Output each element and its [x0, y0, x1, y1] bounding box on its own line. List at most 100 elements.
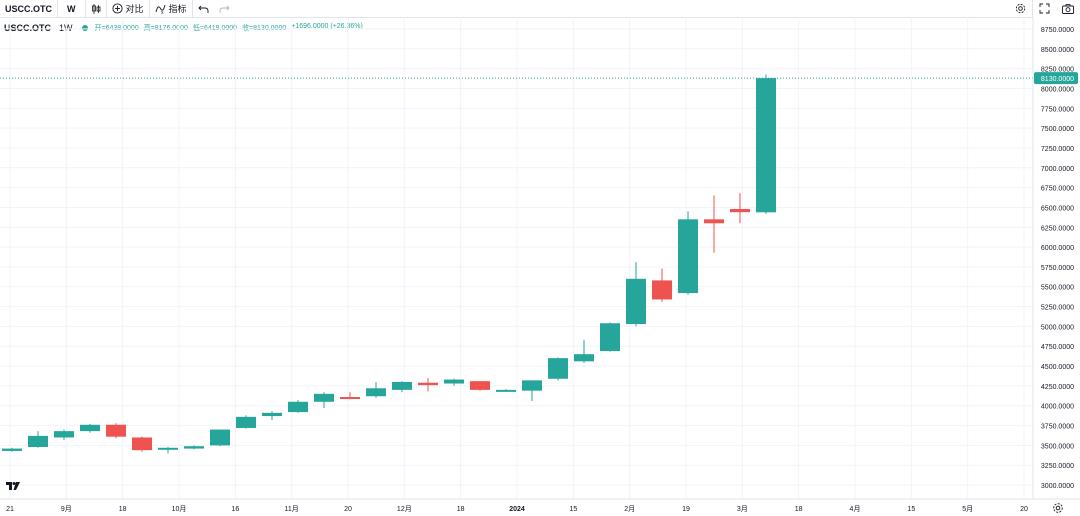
candle[interactable] [340, 392, 360, 400]
price-tick-label: 3000.0000 [1041, 483, 1074, 490]
legend-change: +1696.0000 (+26.36%) [291, 23, 363, 30]
candles-layer [2, 74, 776, 454]
price-tick-label: 6750.0000 [1041, 186, 1074, 193]
price-tick-label: 4250.0000 [1041, 384, 1074, 391]
candle[interactable] [158, 446, 178, 454]
screenshot-button[interactable] [1056, 0, 1080, 17]
candle[interactable] [262, 411, 282, 421]
price-scale-bg [1033, 17, 1080, 499]
legend-symbol[interactable]: USCC.OTC [4, 23, 51, 33]
interval-button[interactable]: W [58, 0, 86, 17]
candle-body [314, 393, 334, 402]
candle[interactable] [314, 392, 334, 409]
plus-circle-icon [111, 3, 123, 14]
market-status-dot[interactable] [81, 25, 88, 31]
price-tick-label: 5000.0000 [1041, 324, 1074, 331]
candle[interactable] [600, 322, 620, 352]
candle-body [678, 219, 698, 294]
price-tick-label: 6000.0000 [1041, 245, 1074, 252]
settings-button[interactable] [1009, 0, 1033, 17]
scale-settings-icon[interactable] [1052, 502, 1064, 514]
candle[interactable] [236, 415, 256, 429]
time-scale[interactable]: 21 9月 18 10月 16 11月 20 12月 18 2024 15 2月 19 3月 18 4月 15 5… [6, 505, 1028, 513]
candle-body [340, 397, 360, 400]
candle-body [158, 447, 178, 450]
candle[interactable] [2, 447, 22, 452]
candle-body [496, 389, 516, 392]
last-price-label-bg [1034, 72, 1078, 85]
candle[interactable] [652, 268, 672, 302]
candle-body [28, 435, 48, 447]
candle-body [288, 401, 308, 413]
candle[interactable] [574, 339, 594, 363]
candle[interactable] [756, 74, 776, 214]
time-tick-label: 2月 [624, 505, 635, 513]
candle-body [2, 448, 22, 451]
candle[interactable] [444, 378, 464, 386]
price-tick-label: 3750.0000 [1041, 424, 1074, 431]
time-tick-label: 20 [344, 506, 352, 513]
last-price-label-group: 8130.0000 [1034, 72, 1078, 85]
price-tick-label: 8000.0000 [1041, 86, 1074, 93]
candle-body [262, 412, 282, 417]
last-price-label: 8130.0000 [1041, 76, 1074, 83]
candle-body [236, 416, 256, 428]
time-tick-label: 15 [569, 506, 577, 513]
price-scale[interactable]: 8750.0000 8500.0000 8250.0000 8000.0000 7750… [1041, 27, 1074, 490]
candle[interactable] [730, 193, 750, 224]
candle[interactable] [132, 436, 152, 452]
undo-icon [197, 4, 209, 14]
compare-button[interactable]: 对比 [107, 0, 150, 17]
candle[interactable] [366, 381, 386, 398]
candle-body [522, 380, 542, 391]
price-tick-label: 4000.0000 [1041, 404, 1074, 411]
candle[interactable] [418, 377, 438, 392]
price-tick-label: 8250.0000 [1041, 67, 1074, 74]
candle-body [470, 381, 490, 390]
candle[interactable] [548, 357, 568, 381]
symbol-label: USCC.OTC [5, 3, 52, 14]
compare-label: 对比 [125, 4, 144, 14]
fullscreen-button[interactable] [1033, 0, 1056, 17]
candle[interactable] [80, 423, 100, 433]
price-tick-label: 3250.0000 [1041, 463, 1074, 470]
symbol-search-button[interactable]: USCC.OTC [0, 0, 58, 17]
time-tick-label: 4月 [850, 505, 861, 513]
candle-body [132, 437, 152, 451]
time-tick-label: 11月 [285, 505, 299, 513]
candle-body [80, 424, 100, 432]
chart-type-button[interactable] [86, 0, 107, 17]
price-tick-label: 4750.0000 [1041, 344, 1074, 351]
candle[interactable] [678, 211, 698, 295]
candle[interactable] [28, 431, 48, 448]
candle[interactable] [704, 195, 724, 253]
price-tick-label: 5250.0000 [1041, 305, 1074, 312]
candle[interactable] [288, 400, 308, 413]
candlestick-chart[interactable]: 8750.0000 8500.0000 8250.0000 8000.0000 7750… [0, 17, 1080, 516]
candle[interactable] [522, 380, 542, 401]
interval-label: W [67, 3, 76, 14]
redo-button[interactable] [214, 0, 235, 17]
price-tick-label: 6500.0000 [1041, 205, 1074, 212]
candle[interactable] [470, 381, 490, 391]
candle-body [626, 278, 646, 325]
candle[interactable] [54, 429, 74, 440]
tradingview-logo-icon[interactable] [6, 481, 20, 491]
price-tick-label: 8750.0000 [1041, 27, 1074, 34]
candle[interactable] [210, 429, 230, 447]
candle[interactable] [496, 389, 516, 392]
time-tick-label: 19 [682, 506, 690, 513]
redo-icon [219, 4, 230, 14]
candle-body [366, 388, 386, 397]
time-tick-label: 18 [119, 506, 127, 513]
indicators-button[interactable]: x 指标 [150, 0, 193, 17]
candle-body [730, 209, 750, 213]
price-tick-label: 8500.0000 [1041, 47, 1074, 54]
candle[interactable] [106, 423, 126, 439]
candle[interactable] [626, 262, 646, 327]
candle[interactable] [184, 445, 204, 450]
candle-body [392, 381, 412, 390]
candle[interactable] [392, 381, 412, 393]
undo-button[interactable] [193, 0, 214, 17]
candle-body [210, 429, 230, 446]
